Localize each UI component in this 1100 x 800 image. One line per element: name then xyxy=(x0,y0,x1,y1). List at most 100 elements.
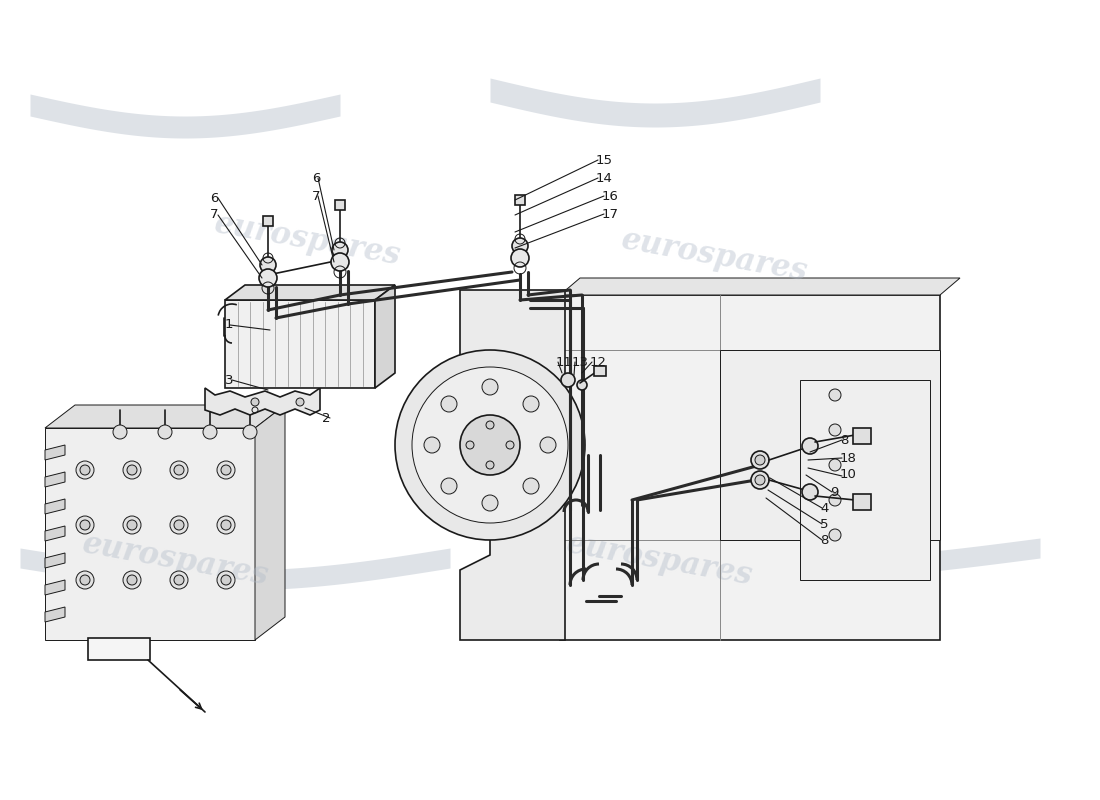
Text: 17: 17 xyxy=(602,207,619,221)
Polygon shape xyxy=(226,300,375,388)
Circle shape xyxy=(123,516,141,534)
Circle shape xyxy=(802,438,818,454)
Circle shape xyxy=(123,571,141,589)
Text: 2: 2 xyxy=(322,411,330,425)
Circle shape xyxy=(204,425,217,439)
Circle shape xyxy=(578,380,587,390)
Circle shape xyxy=(802,484,818,500)
Circle shape xyxy=(217,571,235,589)
Circle shape xyxy=(395,350,585,540)
Polygon shape xyxy=(45,526,65,541)
Circle shape xyxy=(221,575,231,585)
Bar xyxy=(515,195,525,205)
Text: eurospares: eurospares xyxy=(212,208,404,272)
Circle shape xyxy=(561,373,575,387)
Circle shape xyxy=(540,437,556,453)
Text: 10: 10 xyxy=(840,469,857,482)
Text: 13: 13 xyxy=(572,355,588,369)
Text: 5: 5 xyxy=(820,518,828,530)
Circle shape xyxy=(221,465,231,475)
Circle shape xyxy=(486,461,494,469)
Polygon shape xyxy=(560,278,960,295)
Text: 6: 6 xyxy=(210,191,219,205)
Circle shape xyxy=(829,494,842,506)
Polygon shape xyxy=(45,553,65,568)
Circle shape xyxy=(829,459,842,471)
Text: 14: 14 xyxy=(596,171,613,185)
Bar xyxy=(594,366,606,376)
Circle shape xyxy=(829,424,842,436)
Polygon shape xyxy=(226,285,395,300)
Bar xyxy=(800,380,929,580)
Circle shape xyxy=(482,379,498,395)
Circle shape xyxy=(170,571,188,589)
Text: 9: 9 xyxy=(830,486,838,498)
Circle shape xyxy=(522,478,539,494)
Bar xyxy=(336,200,345,210)
Polygon shape xyxy=(45,499,65,514)
Bar xyxy=(852,428,871,444)
Text: 11: 11 xyxy=(556,355,573,369)
Text: 4: 4 xyxy=(820,502,828,514)
Circle shape xyxy=(755,475,764,485)
Circle shape xyxy=(751,451,769,469)
Circle shape xyxy=(755,455,764,465)
Text: 8: 8 xyxy=(820,534,828,546)
Polygon shape xyxy=(88,638,150,660)
Circle shape xyxy=(482,495,498,511)
Text: 18: 18 xyxy=(840,451,857,465)
Circle shape xyxy=(170,461,188,479)
Text: 12: 12 xyxy=(590,355,607,369)
Text: 7: 7 xyxy=(210,209,219,222)
Circle shape xyxy=(412,367,568,523)
Bar xyxy=(263,216,273,226)
Text: 3: 3 xyxy=(226,374,233,386)
Circle shape xyxy=(486,421,494,429)
Circle shape xyxy=(158,425,172,439)
Circle shape xyxy=(217,516,235,534)
Text: 6: 6 xyxy=(312,171,320,185)
Polygon shape xyxy=(460,290,565,640)
Circle shape xyxy=(76,461,94,479)
Circle shape xyxy=(296,398,304,406)
Circle shape xyxy=(751,471,769,489)
Circle shape xyxy=(126,465,138,475)
Text: 16: 16 xyxy=(602,190,619,202)
Circle shape xyxy=(332,242,348,258)
Circle shape xyxy=(441,478,456,494)
Polygon shape xyxy=(45,607,65,622)
Circle shape xyxy=(123,461,141,479)
Circle shape xyxy=(80,520,90,530)
Circle shape xyxy=(829,389,842,401)
Circle shape xyxy=(174,520,184,530)
Bar xyxy=(852,494,871,510)
Circle shape xyxy=(441,396,456,412)
Circle shape xyxy=(460,415,520,475)
Polygon shape xyxy=(45,472,65,487)
Circle shape xyxy=(512,238,528,254)
Circle shape xyxy=(80,465,90,475)
Circle shape xyxy=(76,571,94,589)
Circle shape xyxy=(174,575,184,585)
Circle shape xyxy=(466,441,474,449)
Circle shape xyxy=(522,396,539,412)
Text: 8: 8 xyxy=(840,434,848,446)
Circle shape xyxy=(829,529,842,541)
Circle shape xyxy=(251,398,258,406)
Text: 1: 1 xyxy=(226,318,233,331)
Circle shape xyxy=(126,575,138,585)
Polygon shape xyxy=(45,445,65,460)
Circle shape xyxy=(512,249,529,267)
Polygon shape xyxy=(45,580,65,595)
Circle shape xyxy=(217,461,235,479)
Polygon shape xyxy=(45,428,255,640)
Circle shape xyxy=(126,520,138,530)
Polygon shape xyxy=(45,405,285,428)
Text: 15: 15 xyxy=(596,154,613,166)
Circle shape xyxy=(221,520,231,530)
Polygon shape xyxy=(375,285,395,388)
Circle shape xyxy=(260,257,276,273)
Text: 7: 7 xyxy=(312,190,320,202)
Circle shape xyxy=(113,425,127,439)
Circle shape xyxy=(174,465,184,475)
